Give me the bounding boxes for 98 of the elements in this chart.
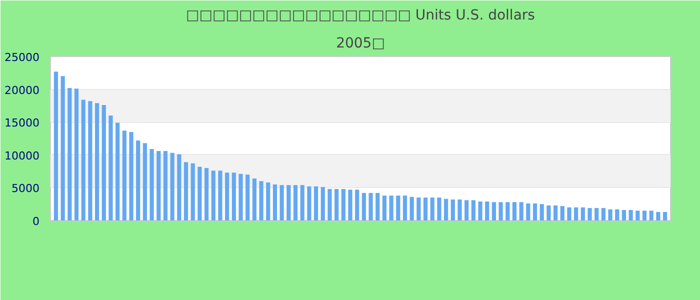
bar bbox=[642, 210, 647, 220]
bar bbox=[156, 150, 161, 220]
bar bbox=[368, 192, 373, 220]
chart-subtitle: 2005□ bbox=[336, 36, 385, 52]
bar bbox=[136, 140, 140, 220]
bar bbox=[232, 172, 236, 220]
bar bbox=[60, 76, 65, 220]
bar bbox=[628, 210, 633, 220]
y-tick-label: 5000 bbox=[12, 182, 40, 196]
bar bbox=[88, 101, 92, 220]
bar bbox=[444, 198, 448, 220]
bar bbox=[498, 202, 503, 220]
bar bbox=[314, 186, 318, 220]
bar bbox=[410, 196, 414, 220]
bar bbox=[54, 72, 58, 220]
bar bbox=[362, 192, 366, 220]
y-tick-label: 0 bbox=[32, 215, 40, 228]
bar bbox=[252, 178, 256, 220]
bar bbox=[471, 200, 476, 220]
bar bbox=[184, 162, 188, 220]
bar bbox=[567, 207, 572, 220]
bar bbox=[580, 207, 585, 220]
bar bbox=[649, 210, 654, 220]
bar bbox=[437, 198, 442, 220]
bar bbox=[355, 190, 360, 220]
bar bbox=[238, 174, 243, 220]
bar bbox=[402, 196, 408, 220]
bar bbox=[142, 143, 147, 220]
y-tick-label: 25000 bbox=[4, 51, 40, 64]
bar bbox=[574, 207, 578, 220]
bar bbox=[594, 208, 599, 220]
bar bbox=[450, 200, 455, 220]
bar bbox=[464, 200, 469, 220]
bar bbox=[190, 163, 195, 220]
bar bbox=[492, 202, 496, 220]
bar bbox=[266, 182, 270, 220]
bar bbox=[218, 170, 222, 220]
bar bbox=[259, 181, 264, 220]
bar bbox=[122, 130, 126, 220]
bar bbox=[416, 198, 421, 220]
bar bbox=[108, 116, 113, 220]
bar bbox=[389, 196, 394, 220]
bar bbox=[204, 168, 209, 220]
bar bbox=[478, 201, 482, 220]
bar bbox=[300, 185, 304, 220]
bar bbox=[94, 103, 100, 220]
bar bbox=[198, 166, 202, 220]
y-tick-label: 10000 bbox=[4, 149, 40, 162]
bar bbox=[116, 122, 120, 220]
bar bbox=[636, 210, 640, 220]
bar bbox=[246, 174, 250, 220]
bar bbox=[293, 185, 298, 220]
bar bbox=[622, 210, 626, 220]
chart-title: □□□□□□□□□□□□□□□□□ Units U.S. dollars bbox=[186, 8, 535, 24]
bar bbox=[430, 198, 434, 220]
bar bbox=[546, 205, 551, 220]
bar bbox=[74, 88, 79, 220]
bar bbox=[512, 202, 517, 220]
bar bbox=[560, 206, 564, 220]
bar bbox=[396, 196, 400, 220]
bar bbox=[211, 170, 216, 220]
bar bbox=[506, 202, 510, 220]
bar bbox=[608, 209, 612, 220]
bar bbox=[376, 192, 380, 220]
bar bbox=[662, 212, 668, 220]
bar bbox=[458, 200, 462, 220]
bar bbox=[601, 208, 606, 220]
bar bbox=[382, 196, 387, 220]
bar bbox=[68, 88, 72, 220]
bar bbox=[588, 208, 592, 220]
bar bbox=[177, 154, 182, 220]
bar bbox=[280, 185, 284, 220]
bar bbox=[348, 190, 352, 220]
bar bbox=[225, 172, 230, 220]
bar bbox=[320, 187, 325, 220]
bar bbox=[129, 132, 134, 220]
bar bbox=[102, 105, 106, 220]
bar bbox=[519, 202, 524, 220]
bar bbox=[328, 189, 332, 220]
bar bbox=[423, 198, 428, 220]
bar bbox=[286, 185, 291, 220]
y-tick-label: 15000 bbox=[4, 116, 40, 130]
bar bbox=[334, 189, 339, 220]
bar bbox=[526, 203, 530, 220]
bar bbox=[615, 209, 620, 220]
bar bbox=[485, 201, 490, 220]
bar bbox=[272, 184, 278, 220]
bar bbox=[553, 205, 558, 220]
bar bbox=[540, 204, 544, 220]
bar bbox=[81, 100, 86, 220]
bar bbox=[656, 212, 660, 220]
bar bbox=[163, 150, 168, 220]
y-tick-label: 20000 bbox=[4, 84, 40, 97]
bar bbox=[170, 152, 174, 220]
bar bbox=[307, 186, 312, 220]
bar bbox=[532, 203, 538, 220]
bar bbox=[150, 148, 154, 220]
bar bbox=[341, 189, 346, 220]
